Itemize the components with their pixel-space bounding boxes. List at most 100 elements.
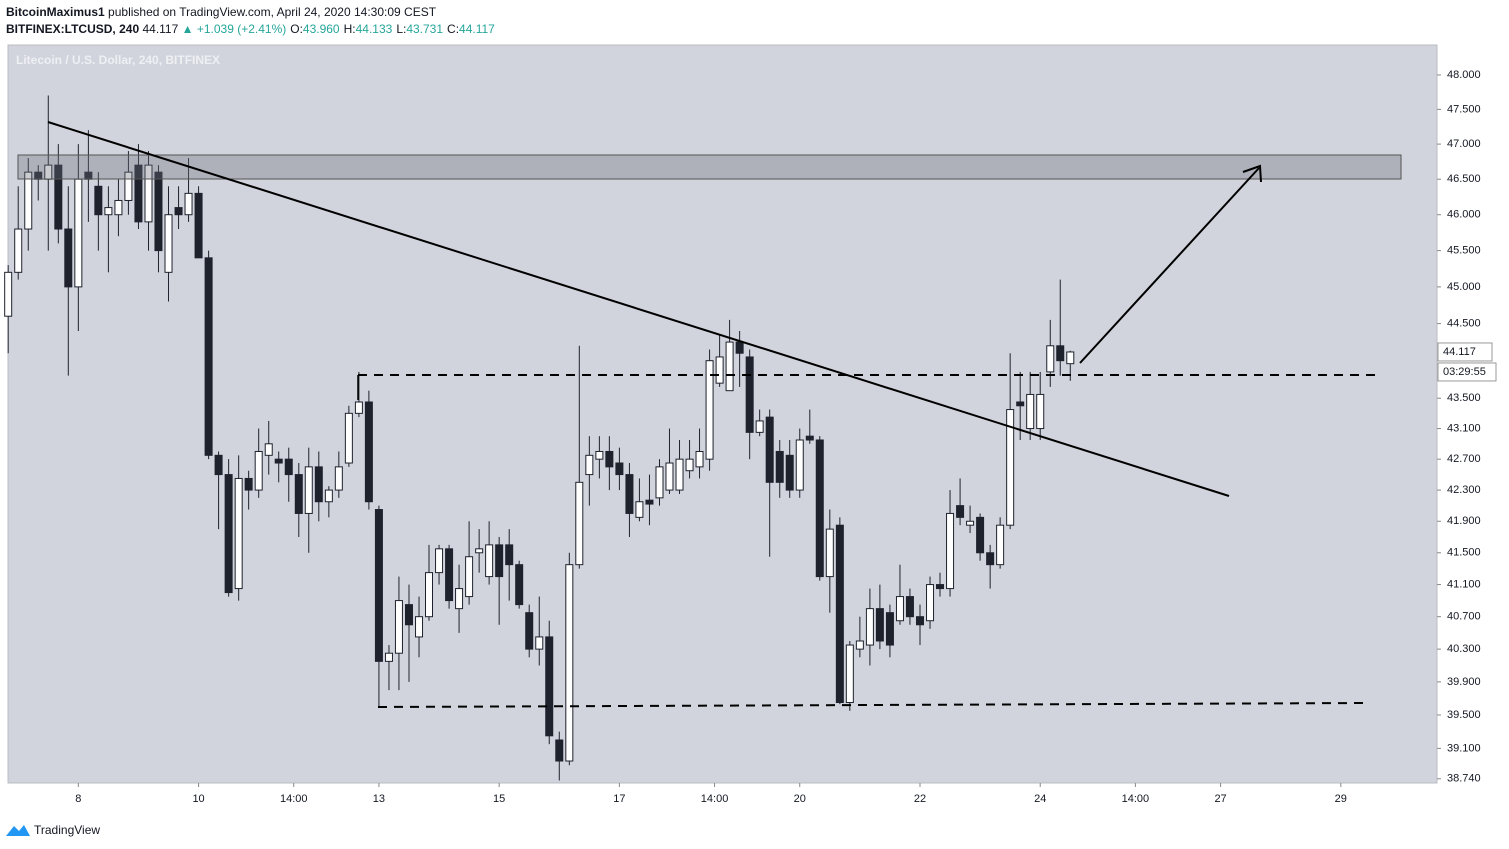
legend-label: O: — [290, 22, 303, 36]
y-tick-label: 38.740 — [1447, 773, 1481, 785]
range-low — [377, 702, 1369, 708]
candle-body — [174, 207, 183, 216]
last-price-label: 44.117 — [1443, 346, 1476, 358]
candle-body — [605, 450, 614, 468]
candle-body — [525, 612, 534, 650]
candle-body — [535, 636, 544, 650]
axes: 48.000 47.500 47.000 46.500 46.000 45.500 45.0… — [8, 45, 1497, 805]
last-price: 44.117 — [142, 22, 178, 36]
x-tick-label: 14:00 — [1122, 793, 1150, 805]
candle-body — [585, 454, 594, 476]
candle-body — [835, 524, 844, 704]
trend-line — [47, 121, 1230, 497]
symbol: BITFINEX:LTCUSD, 240 — [6, 22, 139, 36]
candle-body — [485, 544, 494, 578]
candle-body — [495, 544, 504, 578]
candle-body — [785, 454, 794, 491]
candle-body — [715, 356, 724, 384]
candle-body — [615, 462, 624, 476]
legend-label: L: — [396, 22, 406, 36]
candle-body — [74, 178, 83, 288]
candle-body — [264, 443, 273, 456]
candle-body — [815, 439, 824, 578]
candle-body — [415, 616, 424, 638]
candle-body — [1026, 393, 1035, 430]
candle-body — [996, 524, 1005, 566]
author: BitcoinMaximus1 — [6, 5, 105, 19]
candle-body — [825, 528, 834, 578]
candle-body — [314, 466, 323, 503]
candle-body — [94, 185, 103, 216]
candle-body — [1006, 409, 1015, 526]
candle-body — [24, 171, 33, 230]
published: published on TradingView.com, April 24, … — [108, 5, 437, 19]
candle-body — [936, 584, 945, 590]
candle-body — [1016, 401, 1025, 407]
candle-body — [475, 548, 484, 554]
countdown-box — [1437, 362, 1497, 382]
candle-body — [14, 228, 23, 273]
y-tick-label: 39.900 — [1447, 676, 1481, 688]
candle-body — [284, 458, 293, 476]
arrow-head — [1242, 164, 1262, 183]
candle-body — [735, 341, 744, 354]
candle-body — [1046, 345, 1055, 373]
candle-body — [745, 356, 754, 433]
candle-body — [164, 214, 173, 273]
watermark: Litecoin / U.S. Dollar, 240, BITFINEX — [16, 53, 220, 67]
candle-body — [324, 489, 333, 503]
candle-body — [956, 505, 965, 518]
footer-logo: TradingView — [6, 823, 100, 837]
candle-body — [765, 416, 774, 483]
y-tick-label: 47.000 — [1447, 138, 1481, 150]
candle-body — [234, 477, 243, 590]
candle-body — [555, 739, 564, 762]
candle-body — [805, 435, 814, 441]
candle-body — [104, 207, 113, 216]
candle-body — [384, 652, 393, 662]
candle-body — [966, 520, 975, 526]
x-tick-label: 14:00 — [280, 793, 308, 805]
candle-body — [755, 420, 764, 433]
candle-body — [224, 474, 233, 594]
y-tick-label: 43.100 — [1447, 422, 1481, 434]
candle-body — [54, 164, 63, 230]
header-line: BitcoinMaximus1 published on TradingView… — [6, 5, 437, 19]
candle-body — [304, 466, 313, 514]
candle-body — [725, 341, 734, 392]
candle-body — [124, 171, 133, 201]
x-tick-label: 8 — [75, 793, 81, 805]
candle-body — [354, 401, 363, 414]
candle-body — [1036, 393, 1045, 430]
candle-body — [154, 171, 163, 252]
candle-body — [114, 199, 123, 216]
candle-body — [134, 164, 143, 223]
legend-value: 43.731 — [406, 22, 443, 36]
y-tick-label: 41.500 — [1447, 547, 1481, 559]
candle-body — [885, 612, 894, 646]
y-tick-label: 45.500 — [1447, 245, 1481, 257]
x-tick-label: 17 — [613, 793, 625, 805]
y-tick-label: 48.000 — [1447, 69, 1481, 81]
y-tick-label: 39.100 — [1447, 742, 1481, 754]
y-tick-label: 40.700 — [1447, 611, 1481, 623]
y-tick-label: 40.300 — [1447, 643, 1481, 655]
candle-body — [1056, 345, 1065, 362]
candle-body — [635, 501, 644, 518]
legend-line: BITFINEX:LTCUSD, 240 44.117 ▲ +1.039 (+2… — [6, 22, 495, 36]
candle-body — [895, 596, 904, 622]
legend-value: 44.133 — [356, 22, 393, 36]
arrow-shaft — [1079, 167, 1260, 364]
candle-body — [565, 564, 574, 762]
legend-label: H: — [344, 22, 356, 36]
candle-body — [204, 257, 213, 456]
x-tick-label: 20 — [794, 793, 806, 805]
candle-body — [795, 439, 804, 491]
y-tick-label: 46.000 — [1447, 209, 1481, 221]
candles — [4, 95, 1075, 781]
candle-body — [344, 412, 353, 464]
candle-body — [194, 192, 203, 259]
footer-text: TradingView — [34, 823, 100, 837]
